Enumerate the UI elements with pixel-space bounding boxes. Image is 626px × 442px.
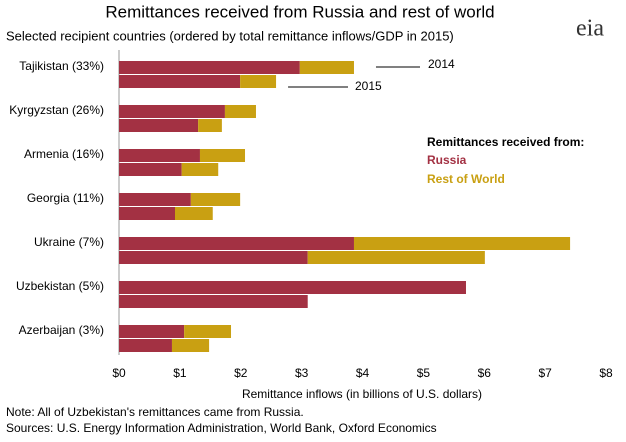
- bar-segment: [175, 207, 213, 220]
- x-tick-label: $4: [356, 366, 370, 380]
- y-tick-label: Armenia (16%): [24, 147, 104, 161]
- annotation: 2015: [355, 79, 382, 93]
- bar-segment: [181, 163, 219, 176]
- legend-label: Russia: [427, 153, 467, 167]
- y-tick-label: Ukraine (7%): [34, 235, 104, 249]
- legend-label: Rest of World: [427, 172, 505, 186]
- sources: Sources: U.S. Energy Information Adminis…: [6, 421, 437, 435]
- bar-segment: [119, 75, 241, 88]
- y-tick-label: Azerbaijan (3%): [19, 323, 104, 337]
- bar-segment: [119, 61, 300, 74]
- bar-segment: [353, 237, 571, 250]
- bar-segment: [119, 207, 176, 220]
- x-tick-label: $8: [599, 366, 613, 380]
- bar-segment: [119, 119, 199, 132]
- bar-segment: [119, 339, 172, 352]
- bar-segment: [119, 149, 200, 162]
- y-tick-label: Kyrgyzstan (26%): [9, 103, 104, 117]
- chart-subtitle: Selected recipient countries (ordered by…: [6, 28, 454, 43]
- legend-title: Remittances received from:: [427, 135, 584, 149]
- bar-segment: [119, 237, 354, 250]
- note: Note: All of Uzbekistan's remittances ca…: [6, 405, 304, 419]
- bar-segment: [299, 61, 354, 74]
- chart-title: Remittances received from Russia and res…: [105, 2, 494, 21]
- bar-segment: [224, 105, 256, 118]
- x-tick-label: $2: [234, 366, 248, 380]
- bar-segment: [119, 325, 185, 338]
- bar-segment: [240, 75, 277, 88]
- bar-segment: [119, 295, 308, 308]
- y-tick-label: Uzbekistan (5%): [16, 279, 104, 293]
- x-tick-label: $6: [478, 366, 492, 380]
- bar-segment: [190, 193, 241, 206]
- bar-segment: [119, 281, 466, 294]
- bar-segment: [119, 193, 191, 206]
- x-tick-label: $1: [173, 366, 187, 380]
- x-tick-label: $0: [112, 366, 126, 380]
- bar-segment: [119, 105, 225, 118]
- x-tick-label: $5: [417, 366, 431, 380]
- bar-segment: [198, 119, 222, 132]
- bar-segment: [307, 251, 485, 264]
- annotation: 2014: [428, 57, 455, 71]
- x-tick-label: $3: [295, 366, 309, 380]
- y-tick-label: Tajikistan (33%): [19, 59, 104, 73]
- bar-segment: [171, 339, 210, 352]
- x-axis-label: Remittance inflows (in billions of U.S. …: [242, 387, 482, 401]
- bar-segment: [119, 251, 308, 264]
- logo: eia: [576, 16, 604, 42]
- bar-segment: [119, 163, 182, 176]
- x-tick-label: $7: [538, 366, 552, 380]
- bar-segment: [184, 325, 232, 338]
- bar-segment: [199, 149, 246, 162]
- y-tick-label: Georgia (11%): [27, 191, 104, 205]
